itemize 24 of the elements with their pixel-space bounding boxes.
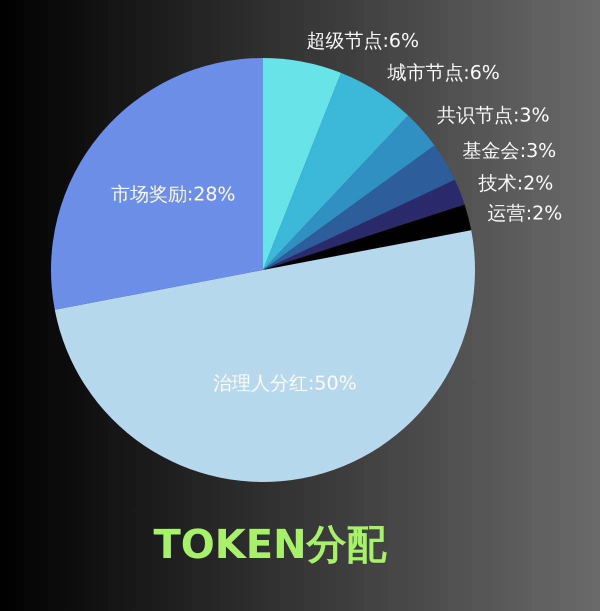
slice-label: 治理人分红 [213, 372, 308, 395]
slice-label: 共识节点 [437, 104, 514, 127]
pie-slice [263, 58, 342, 270]
data-label: :6% [463, 62, 500, 84]
data-label: :3% [513, 104, 550, 127]
pie-slice [263, 204, 472, 270]
slice-label: 技术 [478, 172, 517, 195]
slice-label: 基金会 [462, 140, 520, 162]
data-label: :50% [308, 372, 357, 395]
pie-slice [51, 58, 263, 310]
data-label: :28% [186, 184, 236, 206]
data-label: :2% [516, 172, 554, 195]
text: TOKEN分配 [153, 522, 388, 568]
pie-slice [263, 180, 465, 270]
pie-slice [54, 230, 475, 482]
pie-slice [263, 115, 435, 270]
slice-label: 超级节点 [306, 30, 382, 52]
pie-slice [263, 145, 455, 270]
slice-label: 市场奖励 [110, 184, 187, 206]
slice-label: 运营 [488, 202, 526, 225]
data-label: :3% [520, 140, 556, 162]
data-label: :2% [526, 202, 562, 225]
data-label: :6% [382, 30, 420, 52]
slice-label: 城市节点 [386, 62, 464, 84]
